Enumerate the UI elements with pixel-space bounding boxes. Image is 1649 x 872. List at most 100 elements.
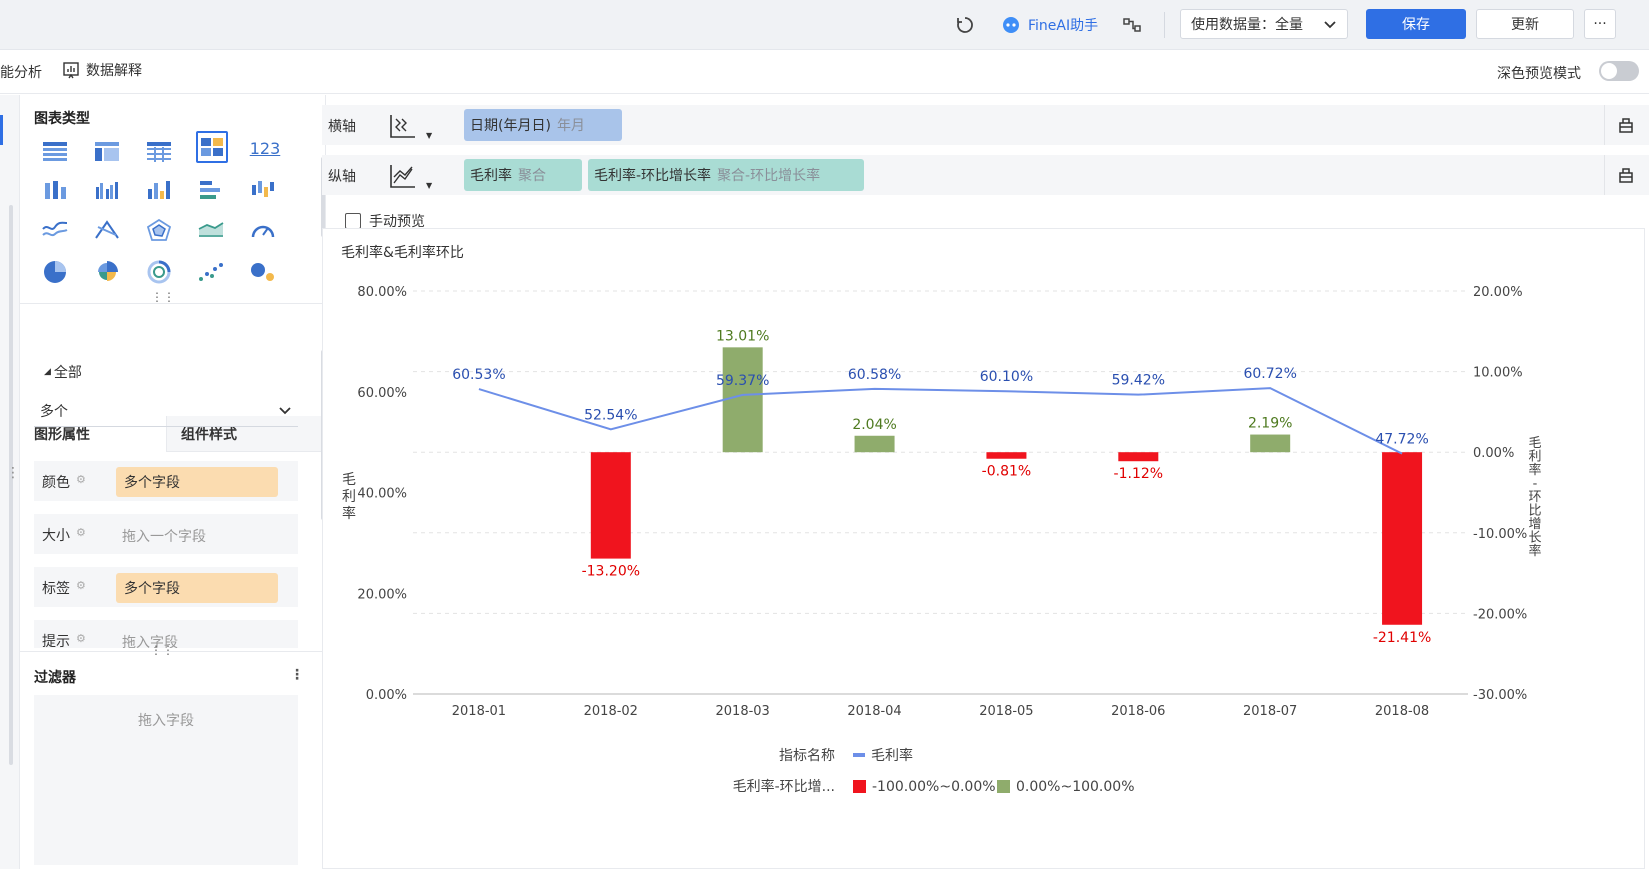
more-button[interactable]: ··· — [1584, 9, 1616, 39]
filter-placeholder: 拖入字段 — [138, 713, 194, 729]
top-toolbar: FineAI助手 使用数据量：全量 保存 更新 ··· — [0, 0, 1649, 50]
y-field-pill-mom-growth[interactable]: 毛利率-环比增长率 聚合-环比增长率 — [588, 159, 864, 191]
tab-component-style[interactable]: 组件样式 — [166, 416, 326, 452]
x-field-pill[interactable]: 日期(年月日) 年月 — [464, 109, 622, 141]
gauge-icon[interactable] — [248, 215, 278, 245]
stacked-bar-icon[interactable] — [40, 175, 70, 205]
line-chart-icon[interactable] — [40, 215, 70, 245]
area-chart-icon[interactable] — [196, 215, 226, 245]
y-axis-label: 纵轴 — [328, 169, 356, 185]
line-data-label: 60.58% — [848, 367, 901, 383]
gear-icon[interactable]: ⚙ — [76, 526, 86, 539]
smart-analysis-link[interactable]: 能分析 — [0, 65, 42, 81]
filter-more-icon[interactable]: ⋮ — [290, 667, 304, 683]
line-data-label: 60.53% — [452, 367, 505, 383]
horizontal-bar-icon[interactable] — [196, 175, 226, 205]
fineai-label: FineAI助手 — [1028, 18, 1099, 34]
manual-preview[interactable]: 手动预览 — [345, 211, 425, 231]
pie-chart-icon[interactable] — [40, 257, 70, 287]
x-tick-label: 2018-06 — [1111, 704, 1165, 719]
divider — [1604, 105, 1605, 145]
donut-chart-icon[interactable] — [144, 257, 174, 287]
radar-chart-icon[interactable] — [144, 215, 174, 245]
bar-data-label: -21.41% — [1373, 630, 1431, 646]
active-indicator — [0, 115, 3, 145]
manual-preview-label: 手动预览 — [369, 214, 425, 230]
flow-icon[interactable] — [1122, 0, 1142, 50]
y-field-sub: 聚合-环比增长率 — [717, 168, 821, 184]
bubble-chart-icon[interactable] — [248, 257, 278, 287]
detail-table-icon[interactable] — [144, 137, 174, 167]
property-tabs: 图形属性 组件样式 — [34, 416, 326, 452]
scatter-line-icon[interactable] — [92, 215, 122, 245]
legend-label: 0.00%~100.00% — [1016, 779, 1135, 795]
y-right-tick-label: -20.00% — [1473, 607, 1527, 622]
y-right-axis-title-char: 环 — [1528, 490, 1541, 505]
x-tick-label: 2018-08 — [1375, 704, 1429, 719]
x-tick-label: 2018-04 — [847, 704, 901, 719]
color-field-pill[interactable]: 多个字段 — [116, 467, 278, 497]
all-toggle[interactable]: ◢ 全部 — [44, 362, 82, 382]
manual-preview-checkbox[interactable] — [345, 213, 361, 229]
dark-preview-toggle[interactable] — [1599, 61, 1639, 81]
filter-bag-icon[interactable] — [1616, 115, 1636, 135]
data-volume-label: 使用数据量：全量 — [1191, 17, 1303, 33]
table-icon[interactable] — [40, 137, 70, 167]
x-tick-label: 2018-02 — [584, 704, 638, 719]
tab-graphic-properties[interactable]: 图形属性 — [34, 427, 90, 443]
label-field-pill[interactable]: 多个字段 — [116, 573, 278, 603]
gear-icon[interactable]: ⚙ — [76, 473, 86, 486]
grouped-bar-icon[interactable] — [92, 175, 122, 205]
gear-icon[interactable]: ⚙ — [76, 579, 86, 592]
x-tick-label: 2018-01 — [452, 704, 506, 719]
bar — [1382, 452, 1423, 625]
range-bar-icon[interactable] — [248, 175, 278, 205]
chart-type-scrollbar[interactable] — [321, 157, 325, 237]
caret-down-icon[interactable]: ▼ — [426, 131, 433, 140]
tooltip-drop-zone[interactable]: 拖入字段 — [122, 635, 178, 648]
cross-table-icon[interactable] — [92, 137, 122, 167]
multi-chart-icon[interactable] — [196, 131, 228, 163]
filter-bag-icon[interactable] — [1616, 165, 1636, 185]
chart-card: 毛利率&毛利率环比 0.00% 20.00% 40.00% 60.00% 80.00% -3… — [322, 228, 1645, 869]
filter-drop-zone[interactable]: 拖入字段 — [34, 695, 298, 865]
x-axis-type-icon[interactable] — [388, 113, 418, 141]
y-right-axis-title-char: 增 — [1528, 517, 1541, 532]
data-explain-button[interactable]: 数据解释 — [62, 60, 142, 80]
y-right-tick-label: 10.00% — [1473, 366, 1523, 381]
refresh-icon[interactable] — [955, 0, 975, 50]
ai-assistant-icon — [1003, 17, 1019, 33]
scatter-chart-icon[interactable] — [196, 257, 226, 287]
x-tick-label: 2018-03 — [716, 704, 770, 719]
multi-select[interactable]: 多个 — [34, 395, 298, 427]
bar — [986, 452, 1027, 459]
resize-handle[interactable]: ⋮⋮ — [151, 290, 175, 304]
y-right-axis-title-char: 率 — [1528, 462, 1541, 478]
y-field-name: 毛利率 — [470, 168, 512, 184]
caret-down-icon[interactable]: ▼ — [426, 181, 433, 190]
line-data-label: 47.72% — [1375, 432, 1428, 448]
rose-chart-icon[interactable] — [92, 257, 122, 287]
kpi-number-icon[interactable]: 123 — [248, 133, 282, 163]
resize-handle[interactable]: ⋮⋮ — [150, 643, 174, 657]
size-drop-zone[interactable]: 拖入一个字段 — [122, 529, 206, 545]
update-button[interactable]: 更新 — [1476, 9, 1574, 39]
line-data-label: 60.72% — [1243, 366, 1296, 382]
y-field-sub: 聚合 — [518, 168, 546, 184]
gear-icon[interactable]: ⚙ — [76, 632, 86, 645]
bar-chart-icon[interactable] — [144, 175, 174, 205]
data-volume-select[interactable]: 使用数据量：全量 — [1180, 9, 1348, 39]
legend-label: 毛利率 — [871, 747, 913, 764]
save-button[interactable]: 保存 — [1366, 9, 1466, 39]
bar-data-label: 2.04% — [852, 417, 896, 433]
bar-data-label: 13.01% — [716, 328, 769, 344]
prop-row-label: 标签 ⚙ 多个字段 — [34, 567, 298, 607]
left-scrollbar[interactable] — [9, 205, 13, 765]
y-left-tick-label: 60.00% — [357, 386, 407, 401]
x-tick-label: 2018-07 — [1243, 704, 1297, 719]
y-field-pill-gross-margin[interactable]: 毛利率 聚合 — [464, 159, 582, 191]
y-axis-type-icon[interactable] — [388, 163, 418, 191]
line-data-label: 52.54% — [584, 407, 637, 423]
prop-label-size: 大小 — [42, 528, 70, 544]
fineai-assistant-button[interactable]: FineAI助手 — [1000, 0, 1098, 50]
